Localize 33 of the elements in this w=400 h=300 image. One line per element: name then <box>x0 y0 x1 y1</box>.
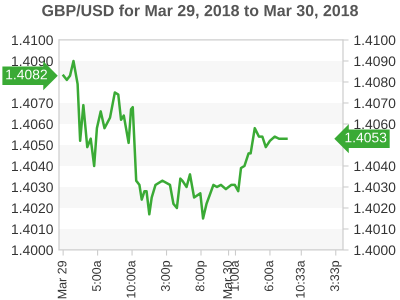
y-tick-label: 1.4070 <box>12 98 53 108</box>
y2-tick-label: 1.4020 <box>354 203 396 214</box>
y2-tick-label: 1.4000 <box>354 245 396 256</box>
x-tick-label: 3:33p <box>330 260 342 292</box>
y-tick-label: 1.4060 <box>12 119 53 130</box>
chart-title: GBP/USD for Mar 29, 2018 to Mar 30, 2018 <box>42 4 358 19</box>
y-tick-label: 1.4040 <box>12 161 53 172</box>
x-tick-label: 8:00p <box>196 260 207 292</box>
y-tick-label: 1.4020 <box>12 203 53 214</box>
y-tick-label: 1.4000 <box>12 245 53 256</box>
x-tick-label: 6:00a <box>264 260 274 292</box>
y2-tick-label: 1.4100 <box>354 35 396 46</box>
text: 1.4082 <box>6 70 47 80</box>
x-tick-label: Mar 29 <box>58 260 66 298</box>
y-tick-label: 1.4090 <box>12 56 53 66</box>
y2-tick-label: 1.4080 <box>354 77 396 88</box>
x-tick-label: 5:00a <box>92 260 101 292</box>
y-tick-label: 1.4030 <box>12 182 53 192</box>
y2-tick-label: 1.4040 <box>354 161 396 172</box>
x-tick-label: 10:33a <box>296 260 305 298</box>
y2-tick-label: 1.4090 <box>354 56 396 66</box>
y-tick-label: 1.4100 <box>12 35 53 46</box>
y2-tick-label: 1.4070 <box>354 98 396 108</box>
y-tick-label: 1.4010 <box>12 224 53 234</box>
y2-tick-label: 1.4030 <box>354 182 396 192</box>
y2-tick-label: 1.4010 <box>354 224 396 234</box>
x-tick-label: 3:00p <box>161 260 172 292</box>
y-tick-label: 1.4050 <box>12 140 53 150</box>
y2-tick-label: 1.4060 <box>354 119 396 130</box>
x-tick-label: 10:00a <box>126 260 136 298</box>
line-series <box>62 60 288 220</box>
text: 1.4053 <box>345 132 386 142</box>
x-tick-label: 1:00a <box>230 260 239 291</box>
